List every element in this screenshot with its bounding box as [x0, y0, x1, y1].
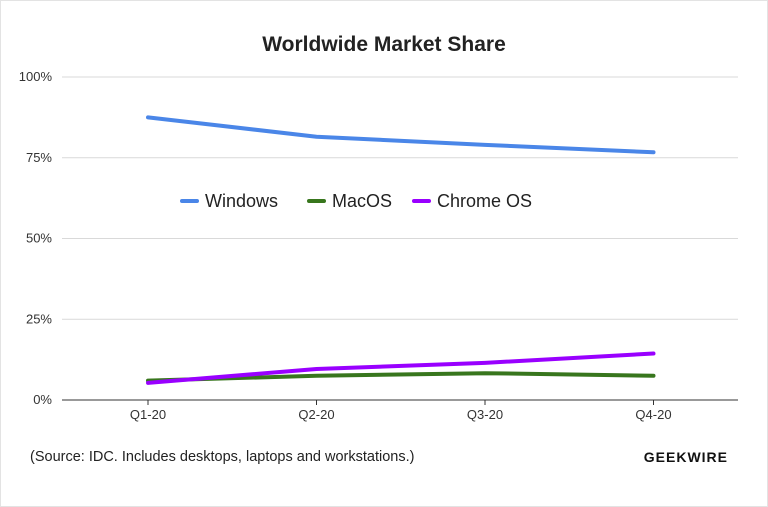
series-line-chrome-os [146, 351, 656, 385]
y-tick-label: 100% [19, 69, 53, 84]
y-tick-label: 75% [26, 150, 52, 165]
series-line-windows [146, 115, 656, 155]
source-note: (Source: IDC. Includes desktops, laptops… [30, 449, 415, 465]
x-tick-label: Q1-20 [130, 407, 166, 422]
brand-logo: GEEKWIRE [643, 449, 728, 465]
chart-title: Worldwide Market Share [262, 33, 506, 56]
y-tick-label: 25% [26, 311, 52, 326]
y-tick-label: 0% [33, 392, 52, 407]
legend-label-chrome-os: Chrome OS [437, 191, 532, 211]
x-tick-label: Q2-20 [298, 407, 334, 422]
legend-label-windows: Windows [205, 191, 278, 211]
y-tick-label: 50% [26, 231, 52, 246]
legend-label-macos: MacOS [332, 191, 392, 211]
series-line-macos [146, 371, 656, 383]
x-tick-label: Q3-20 [467, 407, 503, 422]
x-tick-label: Q4-20 [635, 407, 671, 422]
